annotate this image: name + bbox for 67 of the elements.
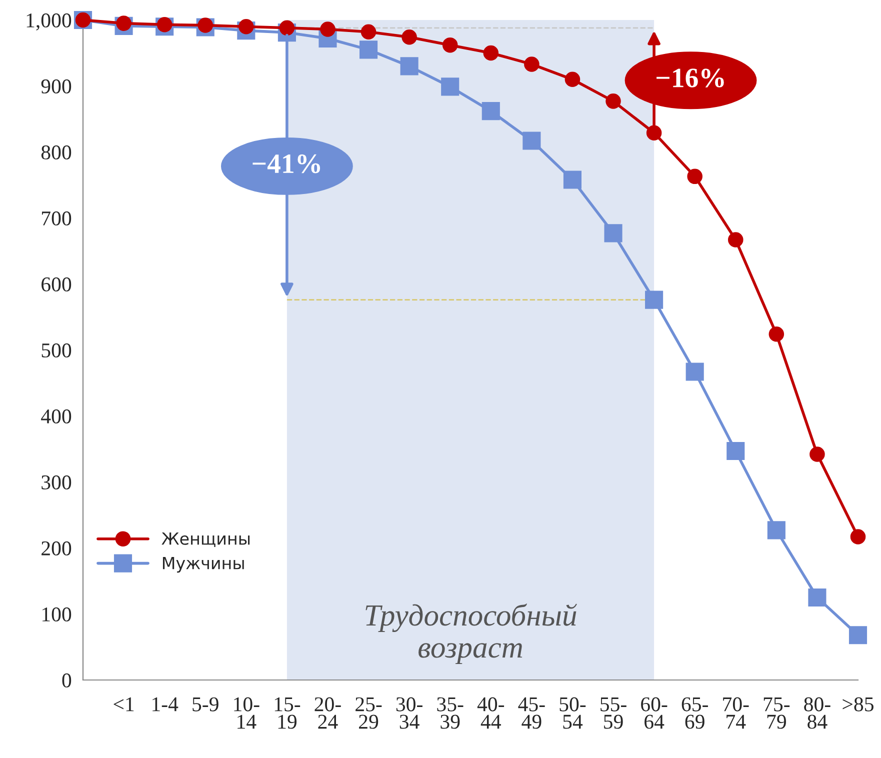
point — [400, 57, 418, 76]
point — [483, 45, 499, 61]
annotation: −16% — [656, 68, 724, 88]
point — [728, 232, 744, 248]
x-tick-label: <1 — [114, 697, 134, 712]
point — [320, 22, 336, 37]
point — [726, 442, 745, 460]
y-tick-label: 200 — [42, 541, 72, 556]
x-tick-label: 55- 59 — [600, 697, 626, 729]
point — [810, 446, 825, 462]
x-tick-label: 25- 29 — [356, 697, 382, 729]
point — [402, 30, 417, 45]
point — [442, 37, 458, 53]
band-label: Трудоспособный возраст — [366, 604, 577, 664]
y-tick-label: 300 — [42, 475, 72, 490]
point — [606, 94, 621, 109]
point — [156, 16, 172, 32]
point — [360, 40, 378, 59]
point — [524, 56, 540, 72]
y-tick-label: 500 — [42, 343, 72, 358]
x-tick-label: 40- 44 — [477, 697, 504, 729]
point — [482, 102, 500, 120]
point — [238, 18, 254, 34]
point — [767, 521, 786, 540]
x-tick-label: 30- 34 — [396, 697, 422, 729]
x-tick-label: 65- 69 — [682, 697, 708, 729]
x-tick-label: 70- 74 — [723, 697, 749, 729]
point — [522, 132, 541, 150]
point — [198, 18, 214, 33]
point — [564, 72, 580, 88]
x-tick-label: 60- 64 — [641, 697, 668, 729]
point — [848, 626, 868, 644]
x-tick-label: 20- 24 — [314, 697, 341, 729]
point — [768, 326, 784, 342]
point — [646, 125, 662, 140]
point — [687, 168, 702, 184]
legend-label: Мужчины — [162, 556, 244, 573]
x-tick-label: 5-9 — [192, 697, 218, 712]
x-tick-label: 50- 54 — [560, 697, 586, 729]
annotation: −41% — [252, 154, 320, 174]
y-tick-label: 700 — [42, 211, 72, 226]
point — [279, 20, 295, 36]
point — [645, 290, 664, 309]
point — [808, 588, 826, 607]
point — [563, 170, 582, 189]
y-tick-label: 1,000 — [26, 13, 72, 30]
x-tick-label: 75- 79 — [764, 697, 790, 729]
x-tick-label: >85 — [842, 697, 874, 712]
point — [360, 24, 376, 40]
point — [604, 224, 622, 242]
y-tick-label: 0 — [62, 673, 72, 688]
x-tick-label: 45- 49 — [518, 697, 545, 729]
x-tick-label: 10- 14 — [234, 697, 260, 729]
y-tick-label: 100 — [42, 607, 72, 622]
x-tick-label: 80- 84 — [804, 697, 830, 729]
point — [116, 16, 132, 31]
x-tick-label: 35- 39 — [437, 697, 464, 729]
y-tick-label: 600 — [42, 277, 72, 292]
x-tick-label: 15- 19 — [274, 697, 300, 729]
point — [686, 362, 704, 381]
x-tick-label: 1-4 — [152, 697, 178, 712]
y-tick-label: 900 — [41, 79, 72, 94]
y-tick-label: 400 — [41, 409, 72, 424]
legend-label: Женщины — [162, 532, 250, 547]
point — [850, 529, 866, 544]
y-tick-label: 800 — [41, 145, 72, 160]
point — [441, 78, 460, 96]
